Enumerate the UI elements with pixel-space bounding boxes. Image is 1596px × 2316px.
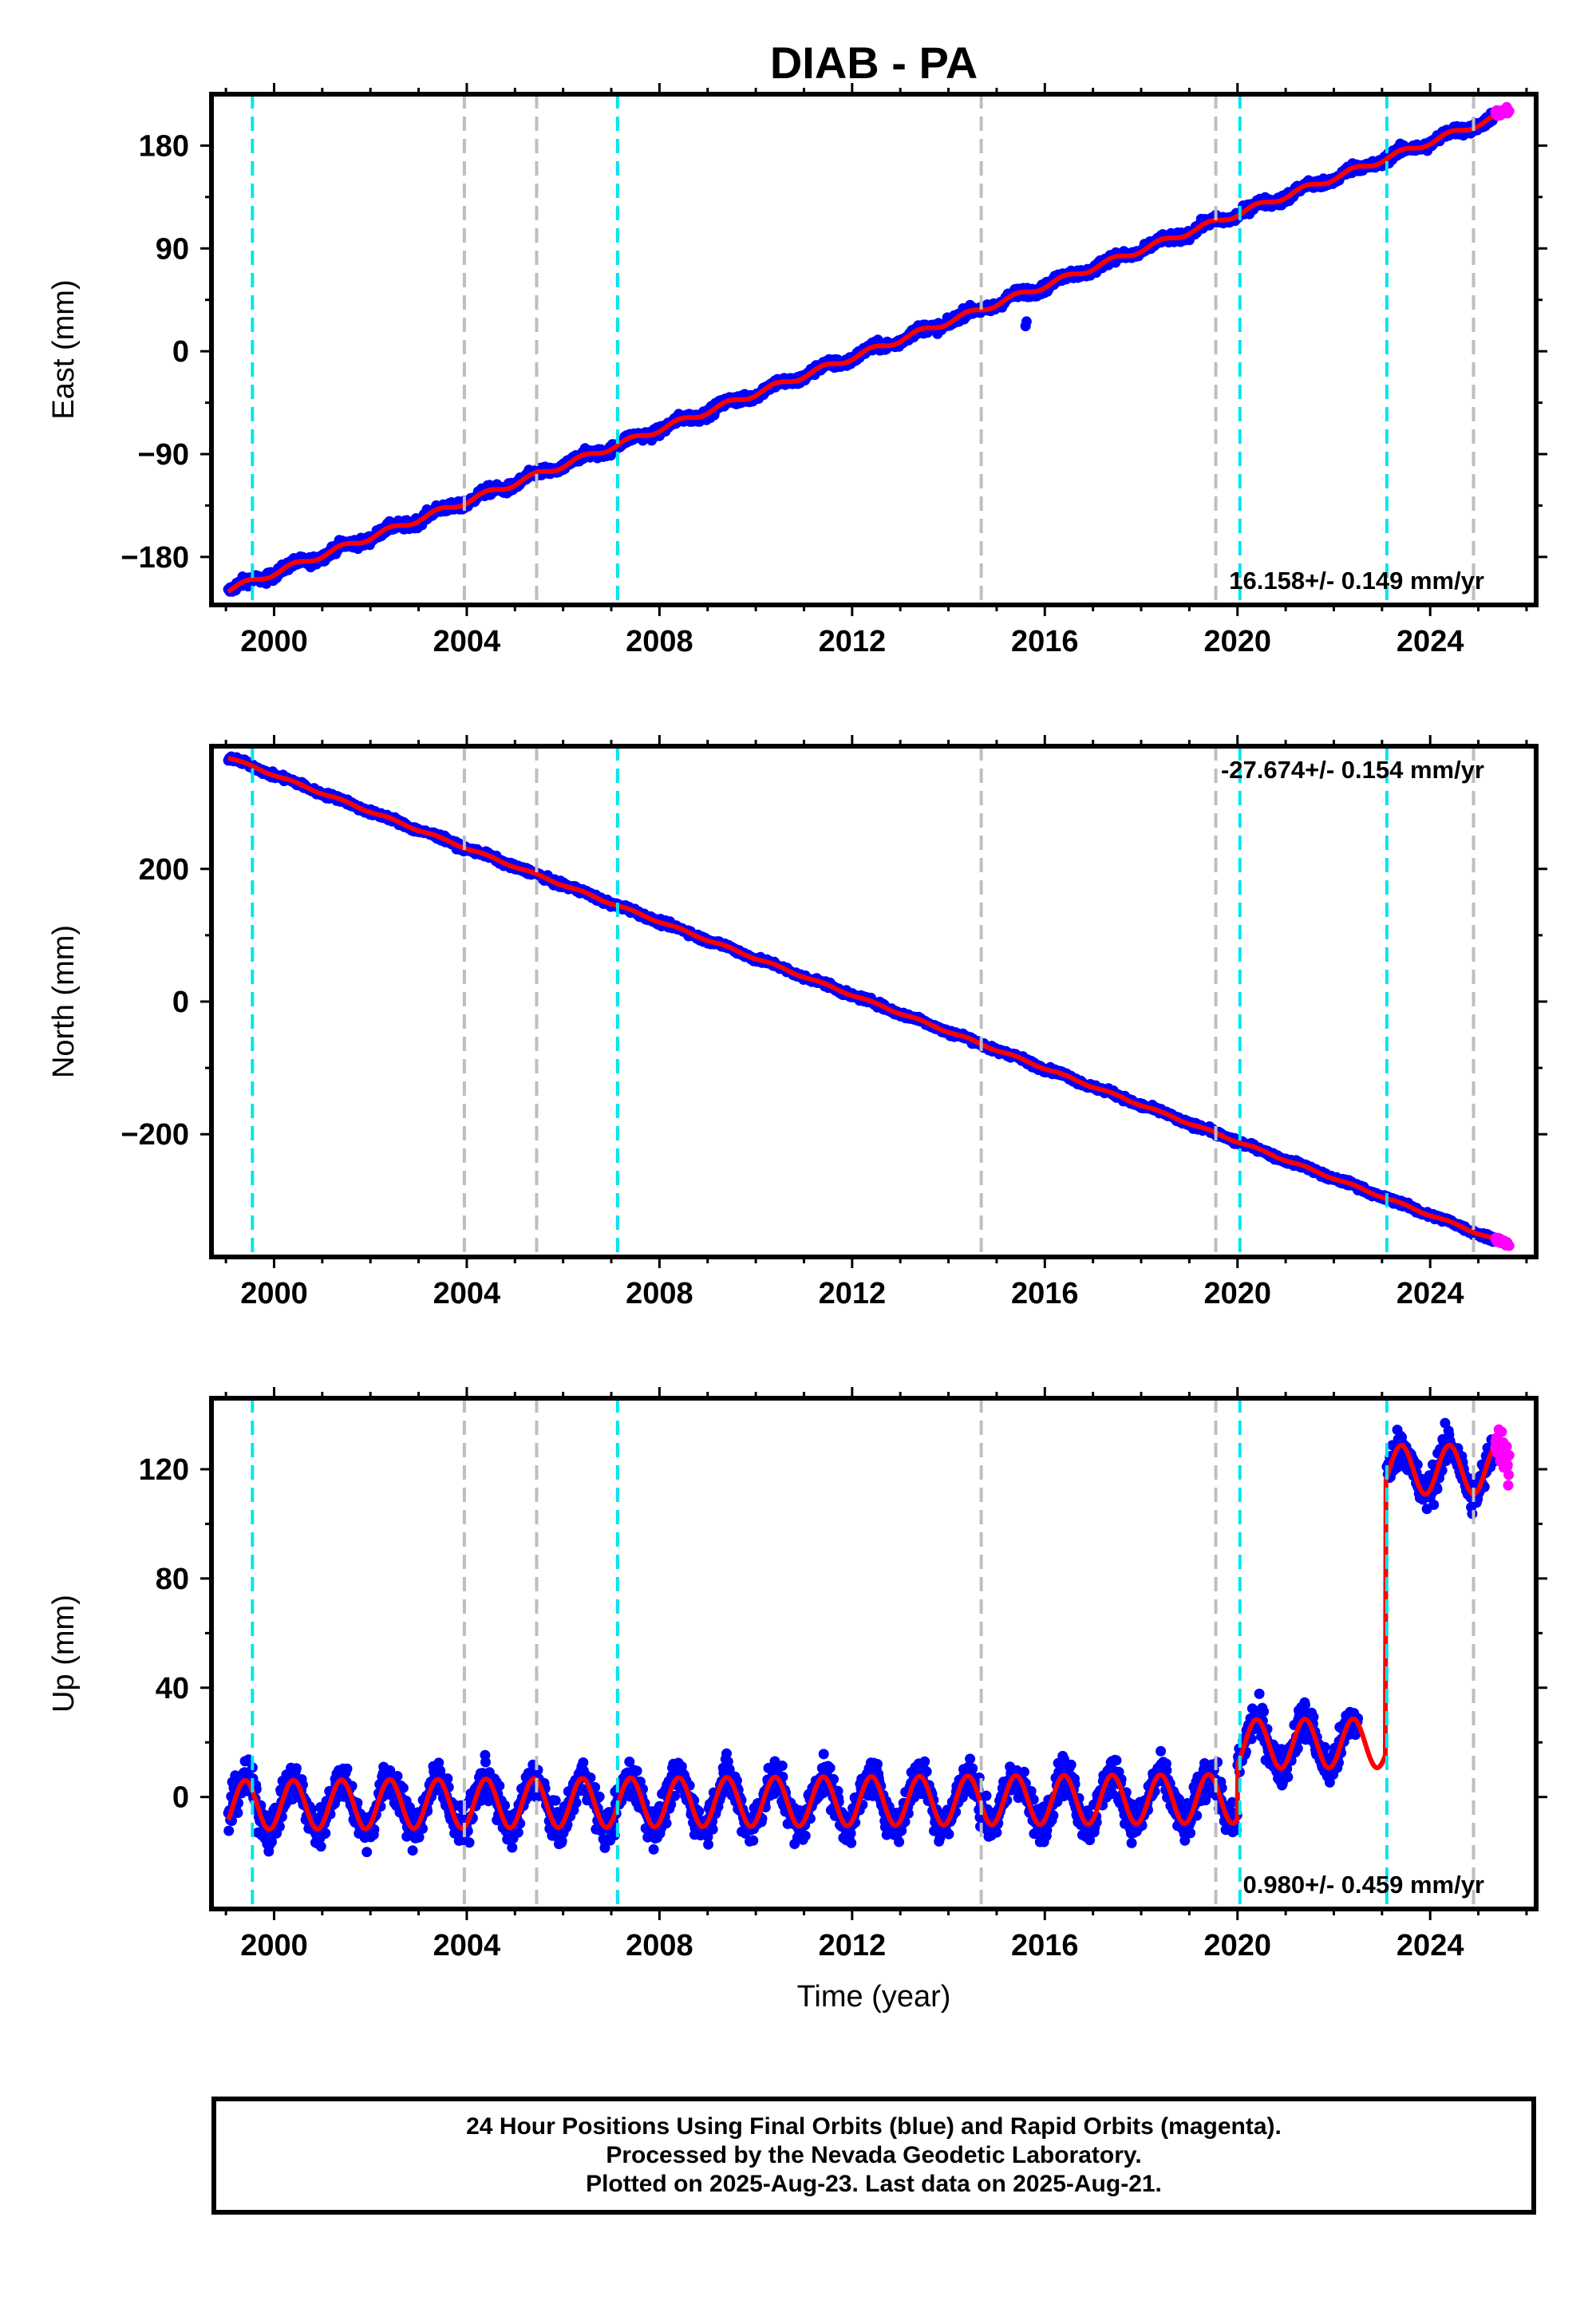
east-y-tick-label: −180 <box>120 541 189 575</box>
up-rapid-orbit-points <box>1490 1424 1515 1491</box>
east-outlier-point <box>1021 316 1032 327</box>
east-x-tick-label: 2020 <box>1203 625 1271 658</box>
up-y-tick-label: 0 <box>172 1781 189 1815</box>
east-x-tick-label: 2024 <box>1396 625 1464 658</box>
up-x-tick-label: 2020 <box>1203 1929 1271 1962</box>
north-x-tick-label: 2024 <box>1396 1277 1464 1310</box>
east-y-tick-label: 180 <box>139 129 189 163</box>
east-frame <box>209 92 1539 607</box>
figure-title: DIAB - PA <box>770 38 978 88</box>
east-y-axis-label: East (mm) <box>47 279 81 419</box>
north-y-tick-label: −200 <box>120 1118 189 1152</box>
up-rate-label: 0.980+/- 0.459 mm/yr <box>1243 1871 1484 1899</box>
up-frame <box>209 1396 1539 1911</box>
north-x-tick-label: 2004 <box>433 1277 501 1310</box>
up-panel: 2000 2004 2008 2012 2016 2020 2024 0 40 80 120 Up (… <box>47 1387 1547 2014</box>
east-plot-area <box>223 101 1515 597</box>
east-x-tick-label: 2008 <box>626 625 693 658</box>
east-x-tick-label: 2012 <box>819 625 887 658</box>
up-x-tick-label: 2024 <box>1396 1929 1464 1962</box>
north-x-tick-label: 2016 <box>1011 1277 1079 1310</box>
north-rapid-orbit-points <box>1490 1232 1515 1251</box>
north-x-tick-label: 2008 <box>626 1277 693 1310</box>
east-rapid-orbit-points <box>1490 101 1515 121</box>
north-plot-area <box>223 751 1515 1251</box>
north-x-tick-label: 2020 <box>1203 1277 1271 1310</box>
east-y-tick-label: 0 <box>172 335 189 369</box>
up-model-fit-line <box>226 1442 1512 1832</box>
footer-line-1: 24 Hour Positions Using Final Orbits (bl… <box>466 2113 1282 2140</box>
up-y-tick-label: 120 <box>139 1453 189 1487</box>
north-panel: 2000 2004 2008 2012 2016 2020 2024 −200 0 200 Nort… <box>47 735 1547 1310</box>
north-rate-label: -27.674+/- 0.154 mm/yr <box>1221 756 1484 784</box>
footer-caption-box: 24 Hour Positions Using Final Orbits (bl… <box>211 2097 1536 2215</box>
up-plot-area <box>223 1417 1515 1858</box>
north-y-tick-label: 0 <box>172 986 189 1019</box>
footer-line-2: Processed by the Nevada Geodetic Laborat… <box>606 2142 1142 2168</box>
up-x-tick-label: 2004 <box>433 1929 501 1962</box>
east-y-tick-label: 90 <box>156 232 189 266</box>
north-x-tick-label: 2000 <box>240 1277 308 1310</box>
up-y-axis-label: Up (mm) <box>47 1595 81 1713</box>
east-y-tick-label: −90 <box>138 438 189 472</box>
east-x-tick-label: 2000 <box>240 625 308 658</box>
up-x-axis-label: Time (year) <box>797 1980 951 2014</box>
east-x-tick-label: 2016 <box>1011 625 1079 658</box>
up-x-tick-label: 2008 <box>626 1929 693 1962</box>
up-y-tick-label: 40 <box>156 1672 189 1705</box>
east-model-fit-line <box>227 109 1511 594</box>
east-panel: 2000 2004 2008 2012 2016 2020 2024 −180 −90 0 90 18… <box>47 83 1547 658</box>
north-y-tick-label: 200 <box>139 853 189 887</box>
east-rate-label: 16.158+/- 0.149 mm/yr <box>1229 567 1484 595</box>
up-x-tick-label: 2012 <box>819 1929 887 1962</box>
footer-line-3: Plotted on 2025-Aug-23. Last data on 202… <box>586 2171 1162 2197</box>
east-x-tick-label: 2004 <box>433 625 501 658</box>
up-x-tick-label: 2000 <box>240 1929 308 1962</box>
up-y-tick-label: 80 <box>156 1563 189 1596</box>
up-x-tick-label: 2016 <box>1011 1929 1079 1962</box>
north-model-fit-line <box>227 755 1511 1247</box>
north-x-tick-label: 2012 <box>819 1277 887 1310</box>
north-y-axis-label: North (mm) <box>47 925 81 1078</box>
